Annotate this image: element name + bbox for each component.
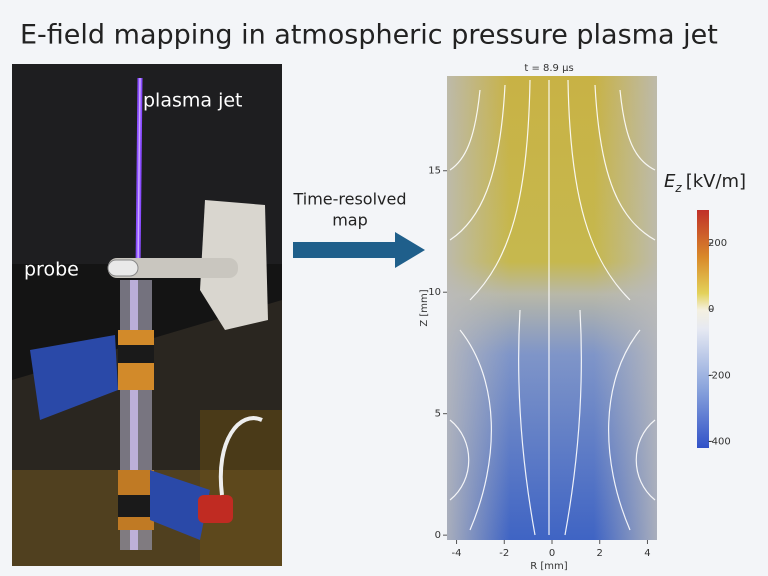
arrow-label: map xyxy=(332,211,368,230)
colorbar-tick-label: -200 xyxy=(708,370,731,381)
arrow: Time-resolved map xyxy=(292,190,425,268)
colorbar-tick-label: -400 xyxy=(708,436,731,447)
y-tick-label: 15 xyxy=(428,166,441,177)
x-tick-label: 2 xyxy=(597,548,603,559)
x-tick-label: -2 xyxy=(499,548,509,559)
colorbar-symbol: E xyxy=(664,171,676,192)
photo-label: probe xyxy=(24,259,79,281)
photo: plasma jet probe xyxy=(12,64,282,566)
y-tick-label: 0 xyxy=(435,530,441,541)
x-tick-label: -4 xyxy=(452,548,462,559)
map-title: t = 8.9 μs xyxy=(524,63,573,74)
y-axis-label: Z [mm] xyxy=(419,289,430,326)
colorbar-label: Ez [kV/m] xyxy=(664,171,746,195)
colorbar-subscript: z xyxy=(674,181,682,195)
field-map: t = 8.9 μs R [mm] Z [mm] xyxy=(419,63,657,572)
y-tick-label: 10 xyxy=(428,287,441,298)
x-tick-label: 4 xyxy=(644,548,650,559)
colorbar-tick-label: 0 xyxy=(708,304,714,315)
slide-title: E-field mapping in atmospheric pressure … xyxy=(20,20,718,51)
colorbar-unit: [kV/m] xyxy=(686,171,746,192)
y-tick-label: 5 xyxy=(435,409,441,420)
x-axis-label: R [mm] xyxy=(530,561,568,572)
photo-label: plasma jet xyxy=(143,90,243,112)
arrow-label: Time-resolved xyxy=(292,190,406,209)
colorbar-tick-label: 200 xyxy=(708,238,727,249)
x-tick-label: 0 xyxy=(549,548,555,559)
colorbar: Ez [kV/m] xyxy=(664,171,746,448)
